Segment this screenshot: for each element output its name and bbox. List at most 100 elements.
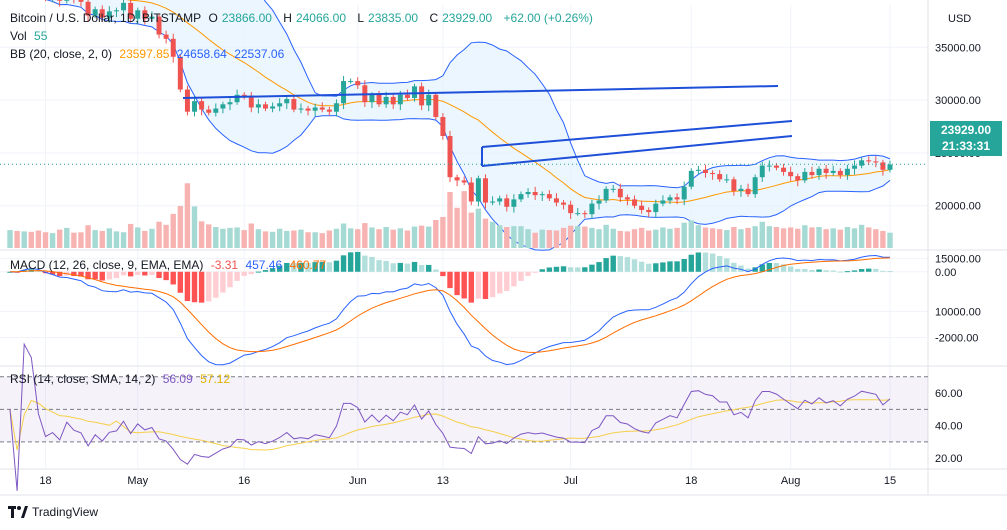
candle [73,0,75,4]
last-price-value: 23929.00 [940,123,992,137]
candle [263,101,268,112]
macd-hist-bar [546,267,553,272]
volume-bar [603,224,609,248]
macd-hist-bar [560,266,567,272]
candle-body [859,160,865,166]
volume-bar [511,226,517,248]
volume-bar [660,227,666,248]
macd-hist-bar [603,258,609,272]
volume-bar [610,228,616,248]
price-tick-label: 15000.00 [935,254,981,266]
volume-bar [191,206,198,248]
volume-bar [99,230,105,248]
volume-bar [638,227,645,248]
candle-body [561,202,567,205]
rsi-label[interactable]: RSI (14, close, SMA, 14, 2) [10,372,156,386]
candle-body [106,11,112,18]
macd-hist-bar [390,263,396,272]
volume-bar [418,225,425,248]
macd-hist-bar [653,263,659,272]
macd-hist-bar [724,258,730,272]
candle [64,0,70,4]
macd-hist-bar [319,261,325,272]
macd-hist-bar [525,271,531,276]
macd-hist-bar [184,271,191,302]
macd-hist-bar [873,268,879,272]
candle [128,0,134,23]
macd-hist-bar [447,271,453,289]
candle-body [553,198,559,203]
candle-body [731,179,737,191]
candle [852,160,857,175]
candle [170,33,176,63]
candle-body [490,201,496,203]
candle-body [355,81,361,86]
macd-hist-bar [312,262,318,272]
candle [497,195,503,206]
candle-body [880,162,886,170]
macd-hist-bar [404,263,411,272]
candle-body [617,188,623,198]
volume-bar [213,227,219,248]
macd-hist-bar [844,271,851,273]
bar-countdown: 21:33:31 [941,139,991,153]
candle [830,165,836,176]
candle-body [426,94,432,106]
volume-bar [127,223,134,248]
symbol-title[interactable]: Bitcoin / U.S. Dollar, 1D, BITSTAMP [10,11,202,25]
macd-hist-bar [262,270,269,272]
volume-label[interactable]: Vol [10,29,27,43]
candle-body [64,0,70,1]
candle-body [163,34,169,39]
macd-hist-bar [433,269,439,272]
candle-body [724,179,730,181]
macd-hist-bar [397,262,404,272]
volume-bar [49,233,56,248]
candle-body [575,213,581,215]
volume-bar [135,227,141,248]
volume-bar [567,225,574,248]
candle [603,186,609,204]
volume-bar [738,229,744,248]
volume-bar [71,232,77,248]
volume-bar [14,230,20,248]
candle [284,96,290,110]
x-tick-label: Jun [349,475,367,487]
volume-bar [795,228,801,248]
candle [759,161,765,182]
macd-hist-bar [248,271,254,275]
macd-hist-bar [709,253,716,272]
volume-bar [248,223,254,248]
candle [866,156,872,166]
macd-hist-bar [766,262,773,272]
candle [695,165,701,175]
candle-body [113,10,119,12]
candle-body [454,177,460,181]
x-tick-label: 16 [238,475,250,487]
trend-line-channel-top [481,120,793,148]
volume-bar [468,212,474,248]
tradingview-logo[interactable]: TradingView [8,505,98,519]
macd-hist-bar [269,268,276,272]
candle-body [532,192,538,196]
macd-hist-bar [120,271,127,276]
macd-hist-bar [468,271,474,303]
macd-hist-bar [489,271,496,298]
candle-body [184,89,190,112]
macd-tick-label: 0.00 [935,267,956,279]
volume-bar [184,183,191,248]
candle-body [809,171,815,176]
macd-label[interactable]: MACD (12, 26, close, 9, EMA, EMA) [10,258,204,272]
volume-bar [560,227,567,248]
bb-label[interactable]: BB (20, close, 2, 0) [10,47,113,61]
volume-bar [234,227,240,248]
volume-bar [362,223,368,248]
volume-bar [276,228,283,248]
volume-bar [688,220,694,248]
candle [837,168,843,179]
candle [511,194,517,213]
candle-body [596,200,602,204]
close-value: 23929.00 [442,11,493,25]
volume-bar [255,229,262,248]
